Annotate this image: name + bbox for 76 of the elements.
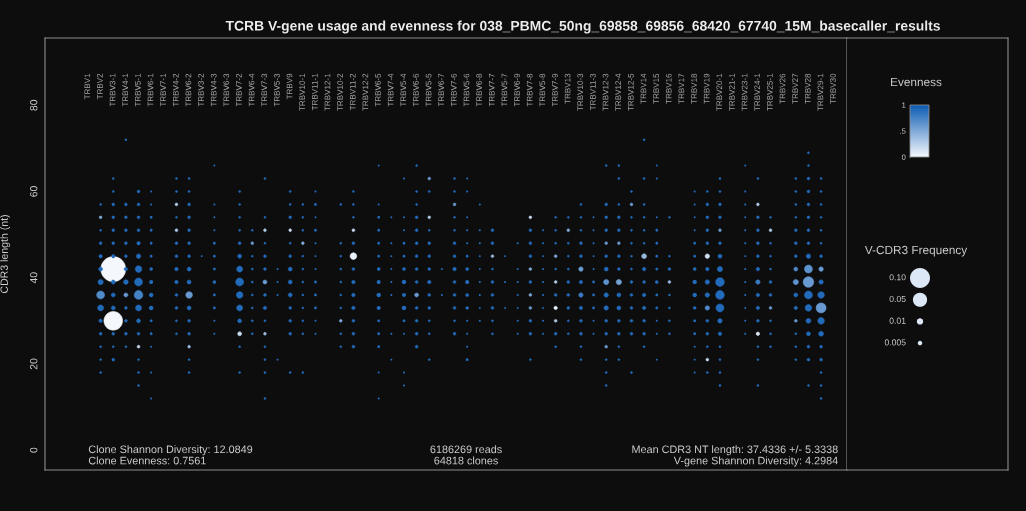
x-tick-label: TRBV28 [804, 73, 811, 104]
legend-label: 0.10 [889, 274, 906, 281]
x-tick-label: TRBV6-8 [476, 73, 482, 107]
x-tick-label: TRBV6-1 [147, 73, 154, 107]
x-tick-label: TRBV6-9 [514, 73, 520, 107]
x-tick-label: TRBV14 [640, 73, 647, 104]
x-tick-label: TRBV17 [678, 73, 685, 104]
x-tick-label: TRBV11-3 [590, 73, 596, 111]
x-tick-label: TRBV6-5 [375, 73, 381, 107]
x-tick-label: TRBV9 [286, 73, 293, 100]
x-tick-label: TRBV11-2 [349, 73, 356, 111]
legend-label: 0.005 [884, 339, 906, 346]
x-tick-label: TRBV12-3 [602, 73, 609, 111]
x-tick-label: TRBV15 [653, 73, 659, 104]
x-tick-label: TRBV6-2 [185, 73, 192, 107]
annotation: 6186269 reads 64818 clones [430, 445, 502, 465]
x-tick-label: TRBV5-6 [463, 73, 470, 107]
color-bar-title: Evenness [891, 77, 942, 87]
y-tick-label: 60 [30, 186, 38, 197]
x-tick-label: TRBV4-1 [122, 73, 128, 107]
x-tick-label: TRBV19 [703, 73, 710, 104]
x-tick-label: TRBV12-5 [627, 73, 634, 111]
x-tick-label: TRBV20-1 [716, 73, 723, 111]
x-tick-label: TRBV10-3 [577, 73, 584, 111]
x-tick-label: TRBV5-7 [501, 73, 508, 107]
x-tick-label: TRBV18 [691, 73, 697, 104]
x-tick-label: TRBV11-1 [312, 73, 318, 111]
x-tick-label: TRBV12-2 [362, 73, 369, 111]
x-tick-label: TRBV6-7 [438, 73, 445, 107]
y-tick-label: 40 [30, 272, 38, 284]
x-tick-label: TRBV5-5 [425, 73, 432, 107]
x-tick-label: TRBV5-1 [135, 73, 141, 107]
x-tick-label: TRBV7-3 [261, 73, 268, 107]
x-tick-label: TRBV10-2 [337, 73, 343, 111]
x-tick-label: TRBV21-1 [729, 73, 735, 111]
x-tick-label: TRBV4-2 [172, 73, 179, 107]
x-tick-label: TRBV3-1 [109, 73, 116, 107]
x-tick-label: TRBV12-1 [324, 73, 331, 111]
x-tick-label: TRBV6-6 [413, 73, 419, 107]
y-tick-label: 80 [30, 99, 38, 111]
annotation: Clone Shannon Diversity: 12.0849 Clone Evenness: 0.7561 [88, 445, 253, 465]
x-tick-label: TRBV24-1 [754, 73, 760, 111]
x-tick-label: TRBV5-4 [400, 73, 407, 107]
x-tick-label: TRBV16 [665, 73, 672, 104]
y-axis-title: CDR3 length (nt) [0, 215, 10, 294]
annotation: Mean CDR3 NT length: 37.4336 +/- 5.3338 V-gene Shannon Diversity: 4.2984 [632, 445, 838, 467]
x-tick-label: TRBV7-9 [552, 73, 558, 107]
legend-title: V-CDR3 Frequency [864, 245, 968, 257]
x-tick-label: TRBV1 [84, 73, 91, 100]
x-tick-label: TRBV7-4 [387, 73, 394, 107]
x-tick-label: TRBV5-8 [539, 73, 546, 107]
y-tick-label: 20 [30, 358, 38, 370]
x-tick-label: TRBV27 [792, 73, 798, 104]
x-tick-label: TRBV25-1 [766, 73, 773, 111]
x-tick-label: TRBV7-7 [488, 73, 495, 107]
legend-label: 0.01 [889, 317, 906, 324]
x-tick-label: TRBV2 [97, 73, 103, 100]
y-tick-label: 0 [30, 447, 38, 453]
legend-label: 0.05 [889, 295, 906, 303]
x-tick-label: TRBV12-4 [615, 73, 621, 111]
x-tick-label: TRBV3-2 [198, 73, 204, 107]
x-tick-label: TRBV5-3 [274, 73, 280, 107]
x-tick-label: TRBV23-1 [741, 73, 748, 111]
x-tick-label: TRBV13 [564, 73, 571, 104]
x-tick-label: TRBV6-3 [223, 73, 230, 107]
x-tick-label: TRBV30 [830, 73, 836, 104]
x-tick-label: TRBV26 [779, 73, 786, 104]
x-tick-label: TRBV7-6 [450, 73, 457, 107]
x-tick-label: TRBV6-4 [248, 73, 255, 107]
x-tick-label: TRBV7-2 [236, 73, 242, 107]
x-tick-label: TRBV7-1 [160, 73, 166, 107]
chart-title: TCRB V-gene usage and evenness for 038_PBMC_50ng_69858_69856_68420_67740_15M_basecaller_results [225, 20, 940, 34]
x-tick-label: TRBV10-1 [299, 73, 306, 111]
x-tick-label: TRBV29-1 [817, 73, 824, 111]
x-tick-label: TRBV4-3 [210, 73, 217, 107]
x-tick-label: TRBV7-8 [526, 73, 533, 107]
